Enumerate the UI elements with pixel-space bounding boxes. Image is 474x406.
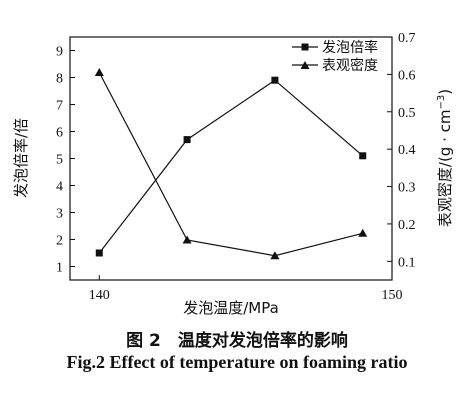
y-right-tick-label: 0.5 bbox=[398, 106, 416, 121]
y-right-axis-title-sup: −3 bbox=[436, 95, 447, 110]
y-left-axis-title: 发泡倍率/倍 bbox=[12, 118, 30, 198]
legend-square-icon bbox=[301, 43, 309, 51]
right-axis: 0.1 0.2 0.3 0.4 0.5 0.6 0.7 bbox=[387, 31, 416, 270]
data-point-triangle bbox=[270, 251, 280, 260]
legend-triangle-icon bbox=[300, 61, 310, 69]
data-point-square bbox=[271, 76, 279, 84]
figure-caption-chinese: 图 2 温度对发泡倍率的影响 bbox=[126, 331, 348, 351]
y-left-tick-label: 1 bbox=[56, 261, 63, 276]
y-right-axis-title: 表观密度/(g · cm−3) bbox=[436, 89, 454, 227]
x-axis: 140 150 bbox=[89, 275, 403, 303]
x-tick-label: 150 bbox=[382, 288, 403, 303]
x-axis-title: 发泡温度/MPa bbox=[183, 299, 279, 317]
y-right-tick-label: 0.6 bbox=[398, 68, 416, 83]
y-right-axis-title-end: ) bbox=[436, 89, 454, 95]
y-left-tick-label: 6 bbox=[56, 126, 63, 141]
series-line-1 bbox=[98, 72, 363, 257]
legend-label-density: 表观密度 bbox=[322, 57, 378, 74]
y-right-tick-label: 0.3 bbox=[398, 181, 416, 196]
y-left-tick-label: 8 bbox=[56, 72, 63, 87]
y-right-axis-title-main: 表观密度/(g · cm bbox=[436, 110, 454, 228]
y-right-tick-label: 0.4 bbox=[398, 143, 416, 158]
y-left-tick-label: 9 bbox=[56, 45, 63, 60]
data-point-square bbox=[359, 152, 367, 160]
y-right-tick-label: 0.1 bbox=[398, 255, 416, 270]
y-left-tick-label: 5 bbox=[56, 153, 63, 168]
data-point-triangle bbox=[182, 235, 192, 244]
y-left-tick-label: 2 bbox=[56, 234, 63, 249]
y-right-tick-label: 0.7 bbox=[398, 31, 416, 46]
data-point-triangle bbox=[94, 68, 104, 76]
y-left-tick-label: 4 bbox=[56, 180, 63, 195]
y-left-tick-label: 3 bbox=[56, 207, 63, 222]
figure-caption-english: Fig.2 Effect of temperature on foaming r… bbox=[66, 352, 408, 372]
series-layer bbox=[94, 68, 368, 260]
series-line-0 bbox=[98, 79, 364, 254]
legend-label-foaming-ratio: 发泡倍率 bbox=[322, 39, 378, 56]
data-point-square bbox=[95, 249, 103, 257]
data-point-triangle bbox=[358, 228, 368, 237]
left-axis: 1 2 3 4 5 6 7 8 9 bbox=[56, 45, 75, 276]
y-right-tick-label: 0.2 bbox=[398, 218, 416, 233]
chart: 1 2 3 4 5 6 7 8 9 0.1 0.2 0.3 0.4 0.5 0.6 0.7 140 150 发… bbox=[12, 31, 454, 317]
x-tick-label: 140 bbox=[89, 288, 110, 303]
data-point-square bbox=[183, 136, 191, 144]
y-left-tick-label: 7 bbox=[56, 99, 63, 114]
legend: 发泡倍率 表观密度 bbox=[292, 39, 378, 74]
